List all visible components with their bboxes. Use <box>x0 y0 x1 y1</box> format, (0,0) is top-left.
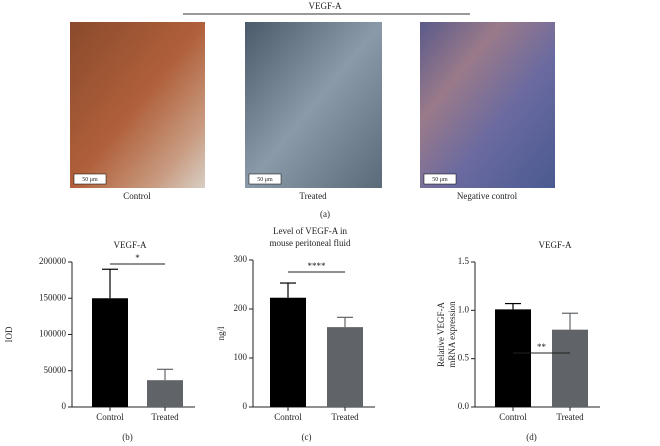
y-tick-label: 1.5 <box>458 256 470 266</box>
y-tick-label: 200000 <box>39 256 67 266</box>
y-tick-label: 0 <box>243 401 248 411</box>
y-tick-label: 300 <box>234 254 248 264</box>
y-tick-label: 100 <box>234 352 248 362</box>
bar <box>147 380 183 407</box>
bar <box>552 329 588 407</box>
chart-title: VEGF-A <box>539 240 572 250</box>
y-axis-label: ng/l <box>216 326 226 341</box>
x-tick-label: Control <box>274 412 302 422</box>
x-tick-label: Control <box>499 412 527 422</box>
panel-label: (c) <box>302 432 312 442</box>
bar <box>495 309 531 407</box>
panel-label: (b) <box>122 432 133 442</box>
x-tick-label: Treated <box>151 412 179 422</box>
chart-title: mouse peritoneal fluid <box>270 238 351 248</box>
significance-mark: ** <box>537 342 547 352</box>
micrograph <box>245 22 382 188</box>
scale-bar <box>248 173 282 185</box>
y-tick-label: 150000 <box>39 292 67 302</box>
micrograph <box>70 22 205 188</box>
y-axis-label: Relative VEGF-A <box>436 301 446 367</box>
y-tick-label: 200 <box>234 303 248 313</box>
bar <box>92 298 128 407</box>
panel-title: VEGF-A <box>309 1 342 11</box>
significance-mark: * <box>135 253 140 263</box>
y-tick-label: 100000 <box>39 329 67 339</box>
bar <box>327 327 363 407</box>
y-tick-label: 0.5 <box>458 353 470 363</box>
y-tick-label: 1.0 <box>458 304 470 314</box>
chart-title: Level of VEGF-A in <box>273 226 348 236</box>
y-tick-label: 50000 <box>44 365 67 375</box>
x-tick-label: Control <box>96 412 124 422</box>
caption: Control <box>123 191 151 201</box>
caption: Negative control <box>457 191 518 201</box>
x-tick-label: Treated <box>556 412 584 422</box>
y-tick-label: 0.0 <box>458 401 470 411</box>
y-axis-label: IOD <box>4 326 14 342</box>
scale-label: 50 μm <box>82 177 98 183</box>
bar <box>270 297 306 407</box>
scale-bar <box>423 173 457 185</box>
panel-label: (d) <box>526 432 537 442</box>
scale-label: 50 μm <box>257 177 273 183</box>
significance-mark: **** <box>308 261 327 271</box>
panel-label: (a) <box>320 209 330 219</box>
y-tick-label: 0 <box>62 401 67 411</box>
scale-bar <box>73 173 107 185</box>
x-tick-label: Treated <box>331 412 359 422</box>
scale-label: 50 μm <box>432 177 448 183</box>
micrograph <box>420 22 555 188</box>
caption: Treated <box>299 191 327 201</box>
chart-title: VEGF-A <box>114 240 147 250</box>
y-axis-label: mRNA expression <box>447 301 457 368</box>
